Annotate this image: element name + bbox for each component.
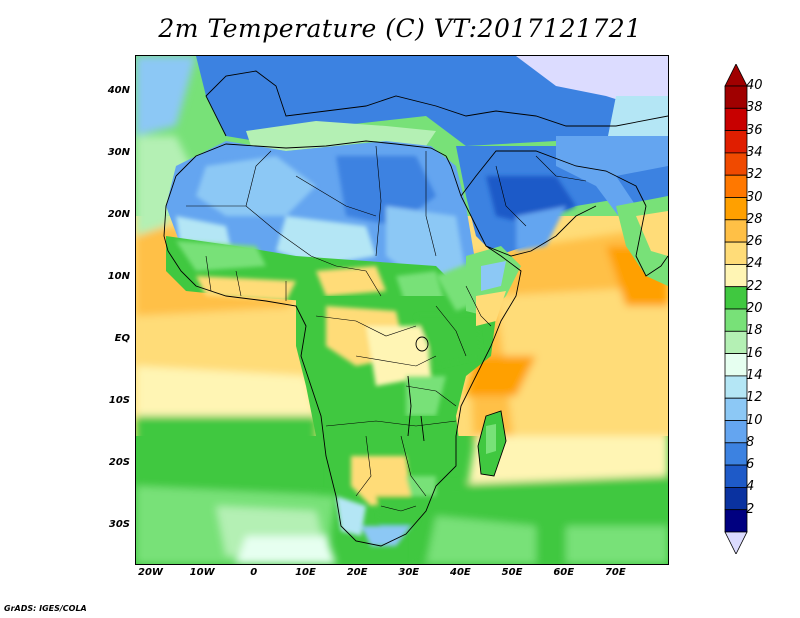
lon-tick-label: 60E	[553, 567, 575, 578]
colorbar-label: 4	[746, 479, 755, 495]
land-field	[166, 56, 668, 546]
credit-text: GrADS: IGES/COLA	[4, 604, 87, 613]
colorbar-label: 14	[746, 367, 763, 383]
country-borders	[186, 145, 587, 512]
colorbar-segment	[724, 152, 748, 176]
colorbar-segment	[724, 85, 748, 109]
temperature-map	[135, 55, 669, 565]
colorbar-segment	[724, 241, 748, 265]
colorbar-segment	[724, 130, 748, 154]
lon-tick-label: 70E	[604, 567, 626, 578]
colorbar-segment	[724, 442, 748, 466]
colorbar-label: 6	[746, 457, 755, 473]
colorbar-segment	[724, 397, 748, 421]
map-title: 2m Temperature (C) VT:2017121721	[158, 14, 642, 43]
colorbar-label: 12	[746, 390, 763, 406]
colorbar-label: 36	[746, 122, 763, 138]
lat-tick-label: 20S	[108, 456, 130, 468]
coastlines	[163, 70, 668, 547]
lat-tick-label: 10N	[107, 271, 130, 283]
colorbar-segment	[724, 464, 748, 488]
colorbar-segment	[724, 308, 748, 332]
colorbar-segment	[724, 174, 748, 198]
lon-tick-label: 10W	[189, 567, 215, 578]
lat-tick-label: 40N	[107, 85, 130, 97]
temperature-field	[136, 56, 668, 564]
colorbar-label: 8	[746, 434, 755, 450]
colorbar-label: 18	[746, 323, 763, 339]
lon-tick-label: 40E	[450, 567, 471, 578]
colorbar-label: 30	[746, 189, 763, 205]
lat-tick-label: EQ	[114, 332, 130, 344]
colorbar-segment	[724, 107, 748, 131]
colorbar	[724, 64, 748, 554]
lat-tick-label: 30N	[107, 147, 130, 159]
colorbar-label: 28	[746, 211, 763, 227]
colorbar-top-arrow	[724, 64, 748, 87]
lon-tick-label: 30E	[398, 567, 420, 578]
colorbar-segment	[724, 420, 748, 444]
lat-tick-label: 30S	[108, 518, 130, 530]
colorbar-segment	[724, 509, 748, 533]
colorbar-bottom-arrow	[724, 531, 748, 554]
lakes	[407, 336, 429, 442]
lon-tick-label: 0	[250, 567, 258, 578]
lon-tick-label: 20W	[138, 567, 163, 578]
lon-tick-label: 20E	[346, 567, 368, 578]
colorbar-label: 20	[746, 301, 763, 316]
colorbar-label: 34	[746, 144, 763, 160]
lon-tick-label: 50E	[501, 567, 523, 578]
colorbar-label: 16	[746, 345, 763, 361]
colorbar-segment	[724, 197, 748, 221]
colorbar-segment	[724, 219, 748, 243]
colorbar-label: 40	[746, 78, 763, 93]
lon-tick-label: 10E	[295, 567, 316, 578]
colorbar-label: 38	[746, 100, 763, 116]
colorbar-label: 2	[746, 501, 755, 517]
colorbar-label: 10	[746, 412, 763, 428]
colorbar-segment	[724, 353, 748, 377]
colorbar-segment	[724, 375, 748, 399]
colorbar-segment	[724, 486, 748, 511]
colorbar-segment	[724, 330, 748, 354]
colorbar-label: 24	[746, 256, 763, 272]
lat-tick-label: 20N	[107, 209, 130, 221]
colorbar-segment	[724, 263, 748, 288]
colorbar-segment	[724, 286, 748, 310]
colorbar-label: 22	[746, 278, 763, 294]
colorbar-label: 32	[746, 167, 763, 183]
colorbar-label: 26	[746, 234, 763, 250]
lat-tick-label: 10S	[108, 394, 130, 406]
